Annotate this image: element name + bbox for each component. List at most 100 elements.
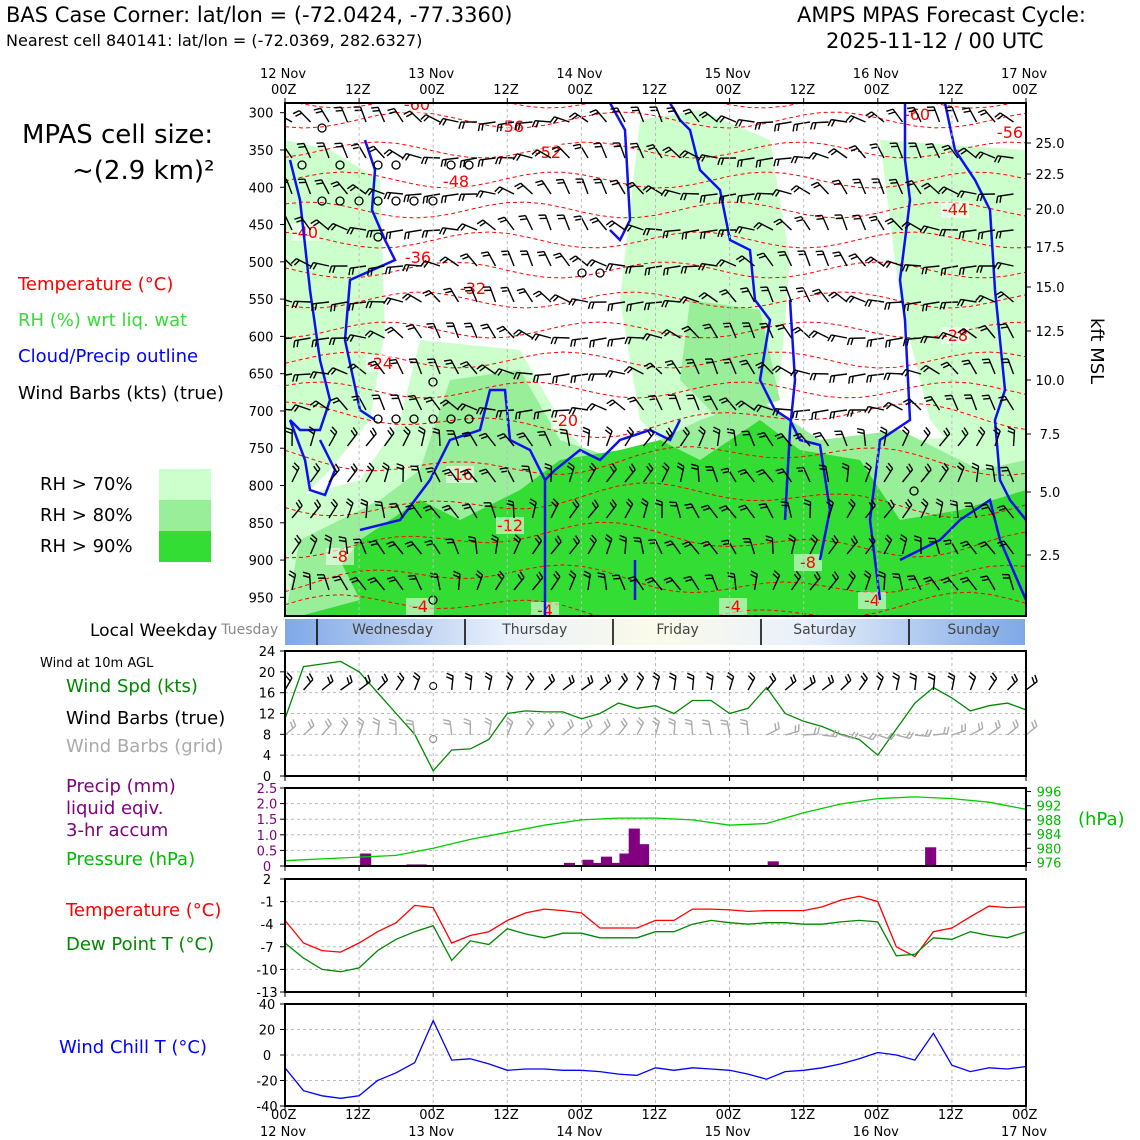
wind-barb xyxy=(427,325,435,329)
wind-barb xyxy=(538,571,544,579)
wind-barb xyxy=(405,229,422,234)
surface-wind-barb-grid xyxy=(586,721,591,729)
wind-barb xyxy=(430,576,438,579)
wind-barb xyxy=(721,507,729,512)
wind-barb xyxy=(535,373,552,377)
wind-barb xyxy=(367,268,370,276)
wind-barb xyxy=(738,227,743,234)
wind-barb xyxy=(986,575,996,591)
wind-barb xyxy=(957,328,964,334)
weekday-label: Thursday xyxy=(502,622,568,638)
wind-barb xyxy=(370,542,378,547)
wind-barb xyxy=(550,337,555,345)
wind-barb xyxy=(513,537,520,544)
wind-barb xyxy=(775,408,792,411)
wind-barb xyxy=(772,573,779,580)
wind-barb xyxy=(365,230,370,238)
wind-barb xyxy=(418,426,426,431)
wind-barb xyxy=(903,426,910,432)
wind-barb xyxy=(761,362,774,375)
wind-barb xyxy=(296,257,311,267)
wind-barb xyxy=(762,252,774,267)
wind-barb xyxy=(332,575,340,579)
wind-barb xyxy=(587,467,597,483)
wind-barb xyxy=(428,289,441,303)
bottom-date-label: 16 Nov xyxy=(852,1125,899,1140)
kft-tick-label: 25.0 xyxy=(1036,137,1065,152)
surface-wind-barb xyxy=(932,675,936,691)
wind-barb xyxy=(646,143,654,148)
wind-barb xyxy=(963,147,977,159)
wind-barb xyxy=(665,579,673,584)
temp-label-bg xyxy=(794,554,822,571)
precip-bar xyxy=(619,853,631,866)
wind-barb xyxy=(647,267,651,276)
wind-barb xyxy=(685,578,693,582)
wind-barb xyxy=(387,191,404,195)
weekday-label: Wednesday xyxy=(352,622,434,638)
wind-barb xyxy=(385,232,388,240)
wind-barb xyxy=(368,360,376,365)
wind-barb xyxy=(479,190,496,195)
surface-wind-barb xyxy=(484,675,492,681)
wind-barb xyxy=(444,471,452,475)
wind-barb xyxy=(850,115,866,123)
wind-barb xyxy=(309,262,314,269)
wind-barb xyxy=(459,253,467,258)
wind-barb xyxy=(462,255,470,260)
wind-barb xyxy=(285,146,293,159)
temperature-contour xyxy=(285,201,1026,219)
weekday-label: Sunday xyxy=(947,622,1000,638)
wind-barb xyxy=(736,160,740,168)
wind-barb xyxy=(645,576,653,581)
dew-point-line xyxy=(284,919,1027,973)
wind-barb xyxy=(568,298,573,306)
wind-barb xyxy=(313,465,319,473)
wind-barb xyxy=(812,121,829,124)
wind-barb xyxy=(947,144,959,159)
wind-barb xyxy=(481,471,489,475)
wind-barb xyxy=(535,292,543,298)
wind-barb xyxy=(883,505,895,519)
wind-barb xyxy=(827,334,832,342)
wind-barb xyxy=(276,299,280,305)
cloud-outline-path xyxy=(868,103,912,601)
wind-barb xyxy=(998,507,1006,512)
wind-barb xyxy=(422,196,425,204)
wind-barb xyxy=(368,462,375,469)
wind-barb xyxy=(502,325,515,339)
wind-barb xyxy=(702,323,710,327)
wind-barb xyxy=(701,294,708,300)
wind-barb xyxy=(444,159,447,167)
surface-wind-barb-grid xyxy=(303,725,315,736)
wind-barb xyxy=(996,504,1004,509)
wind-barb xyxy=(513,577,525,591)
wind-barb xyxy=(413,395,423,411)
wind-barb xyxy=(352,427,358,434)
surface-wind-barb xyxy=(398,672,405,679)
wind-barb xyxy=(535,180,543,184)
wind-barb xyxy=(981,578,989,582)
wind-barb xyxy=(870,535,876,542)
wind-barb xyxy=(704,326,712,330)
wind-barb xyxy=(905,368,922,375)
calm-wind-circle xyxy=(317,123,327,133)
wind-barb xyxy=(285,337,293,340)
surface-wind-barb-grid xyxy=(636,720,643,727)
wind-barb xyxy=(793,370,799,378)
wind-barb xyxy=(850,147,858,152)
bottom-time-tick: 00Z xyxy=(863,1108,890,1123)
wind-barb xyxy=(536,374,540,383)
wind-barb xyxy=(871,146,879,149)
wind-barb xyxy=(848,573,854,580)
wind-barb xyxy=(664,540,672,544)
wind-barb xyxy=(355,577,367,591)
wind-barb xyxy=(883,573,886,591)
wind-barb xyxy=(336,397,349,411)
wind-barb xyxy=(967,359,978,375)
wind-barb xyxy=(997,193,1014,198)
bottom-date-label: 13 Nov xyxy=(408,1125,455,1140)
surface-wind-barb-grid xyxy=(388,721,396,726)
surface-wind-barb xyxy=(988,677,998,691)
pressure-tick-label: 550 xyxy=(249,293,274,308)
